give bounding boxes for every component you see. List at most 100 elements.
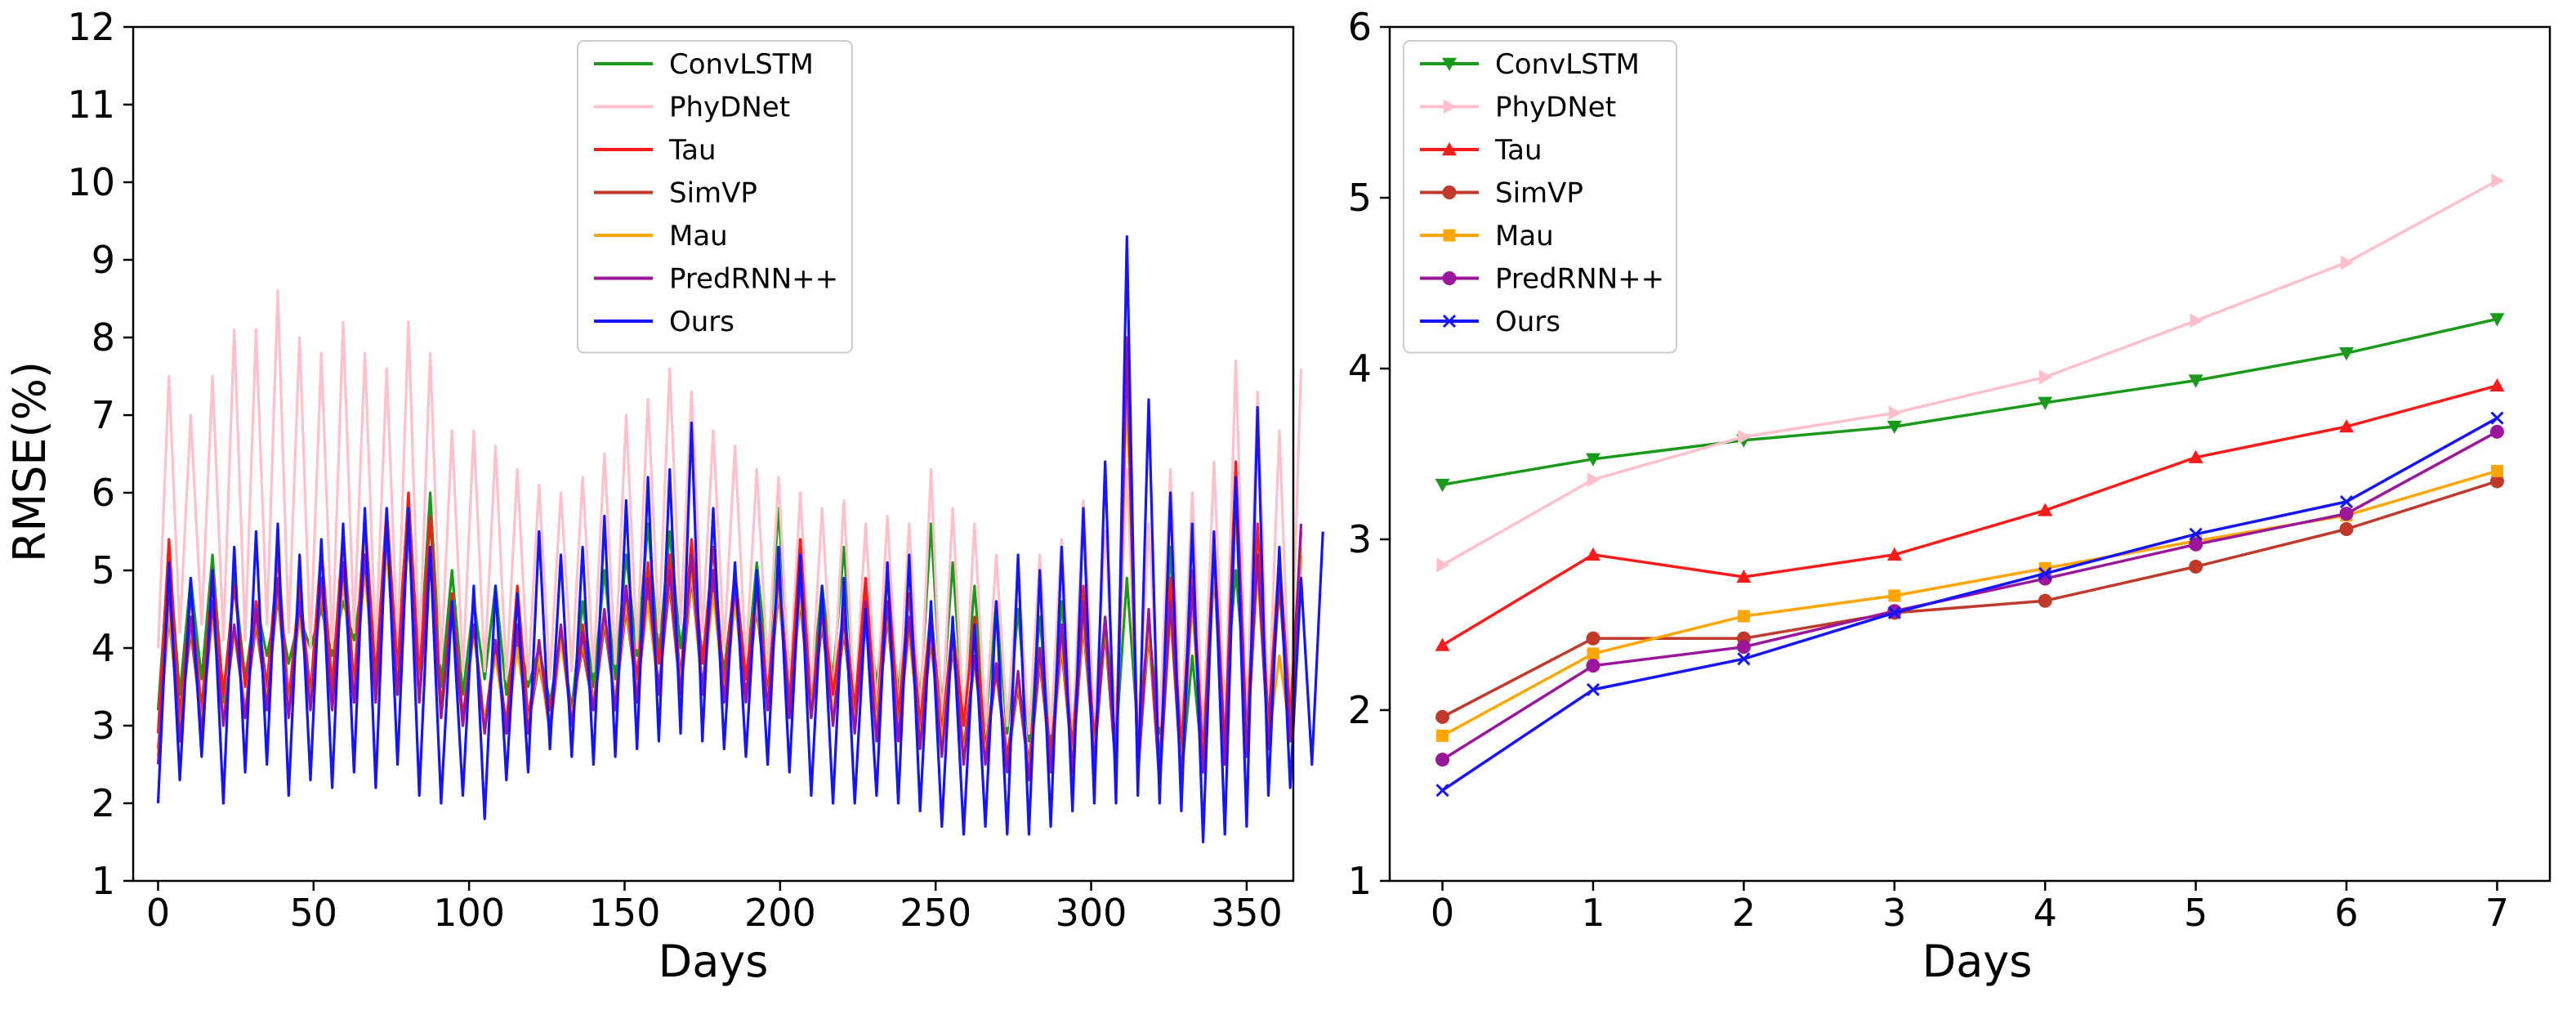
data-point-convlstm xyxy=(1585,453,1601,467)
left-x-axis-label: Days xyxy=(659,936,769,987)
y-tick-label: 6 xyxy=(92,471,115,515)
left-chart-panel: RMSE(%) Days 0 50 100 150 200 250 300 350123456… xyxy=(4,5,1324,987)
legend-label-simvp: SimVP xyxy=(669,177,757,210)
x-tick-label: 0 xyxy=(1431,891,1454,935)
legend-label-mau: Mau xyxy=(669,220,728,253)
x-tick-label: 7 xyxy=(2485,891,2509,935)
data-point-tau xyxy=(1886,547,1902,561)
series-line-phydnet xyxy=(1441,179,2498,566)
data-point-tau xyxy=(1585,547,1601,561)
data-point-ours xyxy=(1737,652,1751,666)
x-tick-label: 5 xyxy=(2184,891,2208,935)
left-legend: ConvLSTM PhyDNet Tau SimVP Mau PredRNN++ Ours xyxy=(577,40,853,354)
y-tick-label: 11 xyxy=(67,83,115,127)
left-axes-frame xyxy=(132,25,1295,883)
data-point-phydnet xyxy=(2190,313,2203,328)
data-point-tau xyxy=(1736,569,1752,583)
data-point-simvp xyxy=(2038,593,2052,608)
y-tick-label: 3 xyxy=(92,704,115,748)
x-tick-label: 300 xyxy=(1056,891,1127,935)
y-tick-label: 12 xyxy=(67,5,115,49)
data-point-tau xyxy=(2188,449,2203,463)
right-x-axis-label: Days xyxy=(1922,936,2033,987)
data-point-phydnet xyxy=(1587,472,1601,487)
data-point-convlstm xyxy=(2038,396,2053,410)
data-point-phydnet xyxy=(2491,173,2505,189)
data-point-predrnnplusplus xyxy=(1586,659,1601,673)
data-point-tau xyxy=(1435,637,1450,651)
data-point-predrnnplusplus xyxy=(2339,507,2354,521)
x-tick-label: 350 xyxy=(1211,891,1283,935)
data-point-ours xyxy=(1586,682,1601,696)
right-chart-panel: Days 0 1 2 3 4 5 6 7 1 2 3 4 5 6 ConvLSTM PhyDNet Tau Si… xyxy=(1348,5,2551,987)
right-axes-frame xyxy=(1388,25,2551,883)
legend-label-ours: Ours xyxy=(1495,306,1560,338)
series-line-mau xyxy=(1441,469,2498,737)
series-line-simvp xyxy=(1441,480,2498,718)
legend-marker-mau xyxy=(1443,229,1456,242)
data-point-simvp xyxy=(2489,474,2504,489)
y-tick-label: 9 xyxy=(92,238,115,282)
data-point-simvp xyxy=(2189,559,2203,574)
data-point-tau xyxy=(2339,419,2355,433)
data-point-tau xyxy=(2038,503,2053,516)
data-point-convlstm xyxy=(1886,420,1902,435)
legend-label-phydnet: PhyDNet xyxy=(669,92,790,124)
y-tick-label: 5 xyxy=(92,548,115,592)
x-tick-label: 6 xyxy=(2334,891,2358,935)
legend-marker-ours xyxy=(1442,314,1457,328)
legend-label-ours: Ours xyxy=(669,306,734,338)
data-point-predrnnplusplus xyxy=(2189,537,2203,552)
right-plot-area xyxy=(1435,173,2505,798)
data-point-simvp xyxy=(1435,709,1450,724)
data-point-convlstm xyxy=(1435,478,1450,493)
legend-marker-convlstm xyxy=(1442,57,1457,71)
right-ticks: 0 1 2 3 4 5 6 7 1 2 3 4 5 6 xyxy=(1348,5,2509,935)
series-line-ours xyxy=(156,235,1324,844)
x-tick-label: 50 xyxy=(290,891,338,935)
legend-marker-tau xyxy=(1442,142,1457,156)
y-tick-label: 1 xyxy=(92,859,115,903)
legend-label-tau: Tau xyxy=(1494,134,1542,167)
left-plot-area xyxy=(156,235,1324,844)
x-tick-label: 0 xyxy=(146,891,170,935)
legend-marker-simvp xyxy=(1442,185,1457,199)
data-point-phydnet xyxy=(2340,255,2355,270)
legend-label-convlstm: ConvLSTM xyxy=(1495,48,1640,81)
data-point-simvp xyxy=(1586,631,1601,646)
legend-label-predrnnplusplus: PredRNN++ xyxy=(1495,263,1664,296)
x-tick-label: 1 xyxy=(1581,891,1605,935)
series-line-convlstm xyxy=(1442,317,2498,486)
data-point-phydnet xyxy=(1436,557,1450,573)
legend-label-simvp: SimVP xyxy=(1495,177,1583,210)
x-tick-label: 2 xyxy=(1732,891,1756,935)
series-line-ours xyxy=(1441,417,2498,792)
data-point-mau xyxy=(1436,729,1449,742)
y-tick-label: 8 xyxy=(92,315,115,360)
x-tick-label: 200 xyxy=(744,891,816,935)
data-point-convlstm xyxy=(2339,346,2355,361)
legend-label-predrnnplusplus: PredRNN++ xyxy=(669,263,838,296)
data-point-phydnet xyxy=(1738,429,1752,445)
y-tick-label: 4 xyxy=(92,626,115,670)
y-tick-label: 7 xyxy=(92,393,115,437)
data-point-mau xyxy=(2490,464,2503,477)
data-point-phydnet xyxy=(2039,369,2053,385)
series-line-tau xyxy=(1441,384,2498,647)
x-tick-label: 100 xyxy=(433,891,505,935)
legend-label-phydnet: PhyDNet xyxy=(1495,92,1616,124)
y-tick-label: 5 xyxy=(1348,176,1372,220)
data-point-mau xyxy=(1587,647,1600,660)
legend-box xyxy=(577,40,853,354)
legend-label-convlstm: ConvLSTM xyxy=(669,48,814,81)
legend-marker-predrnnplusplus xyxy=(1442,271,1457,285)
data-point-simvp xyxy=(2339,521,2354,536)
data-point-ours xyxy=(1887,606,1901,619)
legend-label-tau: Tau xyxy=(668,134,717,167)
y-tick-label: 3 xyxy=(1348,517,1372,561)
legend-label-mau: Mau xyxy=(1495,220,1554,253)
y-tick-label: 2 xyxy=(92,781,115,825)
data-point-ours xyxy=(2490,411,2504,425)
